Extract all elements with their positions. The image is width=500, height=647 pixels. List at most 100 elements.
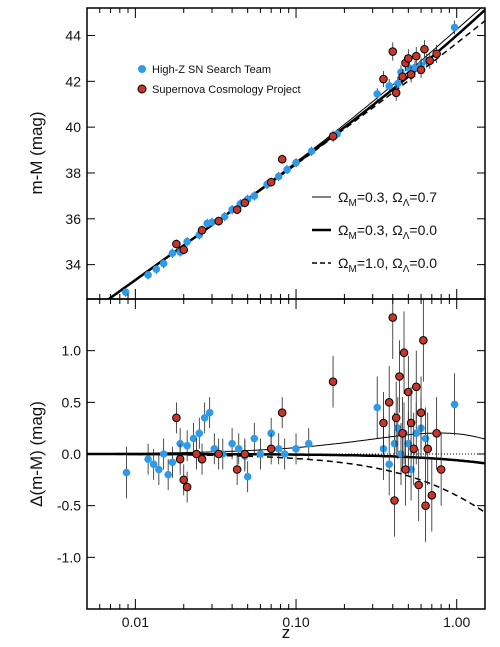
bottom-highz-point-22 xyxy=(274,445,283,453)
x-axis-title: z xyxy=(282,623,291,642)
bottom-scp-point-0 xyxy=(172,413,181,423)
bottom-highz-point-33 xyxy=(404,439,413,448)
x-tick-label-0: 0.01 xyxy=(122,614,149,630)
model-key: ΩM=0.3, ΩΛ=0.7 ΩM=0.3, ΩΛ=0.0 ΩM=1.0, ΩΛ… xyxy=(312,189,437,275)
top-highz-point-6 xyxy=(183,237,191,246)
bottom-highz-point-2 xyxy=(149,460,158,469)
bottom-scp-point-21 xyxy=(404,387,413,397)
bottom-ticks: -1.0 -0.5 0.0 0.5 1.0 0.01 0.10 1.00 xyxy=(57,299,485,630)
top-scp-point-11 xyxy=(391,88,401,98)
bottom-y-tick-label-2: 0.0 xyxy=(62,446,82,462)
top-highz-point-21 xyxy=(373,90,381,98)
top-scp-point-9 xyxy=(379,74,388,84)
bottom-scp-point-28 xyxy=(421,501,430,510)
top-y-tick-label-3: 40 xyxy=(65,119,81,135)
bottom-highz-point-37 xyxy=(421,434,430,443)
model-label-1: ΩM=0.3, ΩΛ=0.0 xyxy=(338,222,437,242)
top-scp-point-19 xyxy=(425,56,435,66)
bottom-highz-point-0 xyxy=(122,468,131,477)
top-highz-point-19 xyxy=(307,147,316,156)
bottom-scp-point-30 xyxy=(427,491,437,500)
legend-label-high-z: High-Z SN Search Team xyxy=(152,64,271,76)
top-scp-point-16 xyxy=(411,51,421,61)
bottom-scp-point-6 xyxy=(214,449,223,459)
bottom-highz-point-35 xyxy=(412,429,421,438)
bottom-scp-point-11 xyxy=(328,377,338,386)
top-y-tick-label-2: 38 xyxy=(65,165,81,181)
top-highz-point-10 xyxy=(220,212,229,221)
top-panel: 34 36 38 40 42 44 m-M (mag) High-Z SN Search … xyxy=(27,7,486,300)
bottom-highz-point-10 xyxy=(195,429,204,438)
bottom-scp-point-3 xyxy=(182,482,192,492)
bottom-scp-point-5 xyxy=(197,454,207,464)
model-label-2: ΩM=1.0, ΩΛ=0.0 xyxy=(338,255,437,275)
legend-marker-high-z xyxy=(138,65,146,73)
bottom-highz-point-11 xyxy=(200,414,209,422)
bottom-highz-point-23 xyxy=(280,450,289,458)
bottom-highz-point-1 xyxy=(144,455,152,463)
top-scp-point-14 xyxy=(404,54,413,63)
bottom-scp-point-22 xyxy=(406,418,416,428)
bottom-scp-point-8 xyxy=(240,449,250,459)
bottom-highz-point-15 xyxy=(228,439,236,448)
bottom-panel: -1.0 -0.5 0.0 0.5 1.0 0.01 0.10 1.00 Δ(m-M) (ma… xyxy=(27,298,486,642)
bottom-highz-point-6 xyxy=(168,458,177,467)
bottom-scp-point-20 xyxy=(401,465,410,474)
bottom-highz-point-9 xyxy=(189,434,198,443)
top-scp-point-4 xyxy=(232,205,242,214)
top-highz-point-23 xyxy=(394,79,402,88)
top-scp-point-6 xyxy=(266,177,276,187)
bottom-highz-point-18 xyxy=(243,472,252,481)
top-highz-point-14 xyxy=(250,192,259,200)
top-scp-point-15 xyxy=(406,70,416,79)
legend: High-Z SN Search Team Supernova Cosmolog… xyxy=(137,64,301,96)
bottom-highz-point-38 xyxy=(450,400,459,409)
bottom-y-tick-label-3: 0.5 xyxy=(62,394,82,410)
bottom-highz-point-16 xyxy=(234,445,243,453)
top-y-tick-label-1: 36 xyxy=(65,211,81,227)
top-highz-point-29 xyxy=(450,23,459,32)
top-highz-point-18 xyxy=(292,158,300,167)
top-highz-point-17 xyxy=(283,165,291,174)
bottom-scp-point-2 xyxy=(179,475,189,485)
bottom-scp-point-19 xyxy=(399,348,409,358)
top-highz-point-1 xyxy=(144,271,152,279)
bottom-scp-point-27 xyxy=(419,336,428,345)
top-highz-point-3 xyxy=(159,259,168,268)
top-ticks: 34 36 38 40 42 44 xyxy=(65,8,485,299)
bottom-y-tick-label-1: -0.5 xyxy=(57,498,81,514)
top-scp-point-12 xyxy=(398,72,407,82)
top-y-tick-label-0: 34 xyxy=(65,257,81,273)
bottom-y-tick-label-0: -1.0 xyxy=(57,549,81,565)
bottom-scp-point-15 xyxy=(390,496,399,505)
model-label-0: ΩM=0.3, ΩΛ=0.7 xyxy=(338,189,437,209)
top-y-tick-label-5: 44 xyxy=(65,27,81,43)
top-y-axis-title: m-M (mag) xyxy=(27,111,46,194)
bottom-plot-area xyxy=(87,299,485,542)
bottom-highz-point-19 xyxy=(250,434,259,443)
top-scp-point-17 xyxy=(416,65,426,75)
bottom-highz-point-28 xyxy=(385,460,393,469)
bottom-scp-point-18 xyxy=(398,429,407,438)
legend-marker-scp xyxy=(137,84,147,94)
bottom-scp-point-4 xyxy=(192,449,201,459)
bottom-highz-point-25 xyxy=(304,439,313,448)
top-scp-point-3 xyxy=(214,216,223,226)
top-scp-point-8 xyxy=(328,132,338,141)
bottom-highz-point-29 xyxy=(390,439,399,448)
top-scp-point-10 xyxy=(388,47,398,56)
top-plot-area xyxy=(106,8,485,299)
bottom-highz-point-24 xyxy=(292,445,300,453)
bottom-scp-point-29 xyxy=(423,444,433,454)
top-scp-point-0 xyxy=(172,239,181,249)
bottom-highz-point-20 xyxy=(256,450,265,458)
top-highz-point-16 xyxy=(274,172,283,181)
bottom-scp-point-26 xyxy=(416,408,426,417)
bottom-highz-point-12 xyxy=(205,408,214,417)
bottom-scp-point-23 xyxy=(409,444,419,454)
x-tick-label-1: 0.10 xyxy=(282,614,309,630)
top-scp-point-2 xyxy=(197,225,207,235)
bottom-highz-point-3 xyxy=(155,465,163,474)
bottom-scp-point-1 xyxy=(175,454,185,464)
